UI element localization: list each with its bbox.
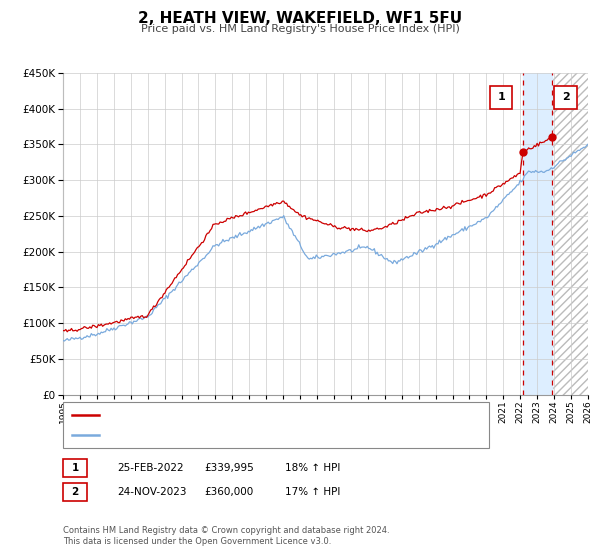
Text: 1: 1 — [71, 463, 79, 473]
Text: 2, HEATH VIEW, WAKEFIELD, WF1 5FU (detached house): 2, HEATH VIEW, WAKEFIELD, WF1 5FU (detac… — [105, 410, 380, 420]
Text: Price paid vs. HM Land Registry's House Price Index (HPI): Price paid vs. HM Land Registry's House … — [140, 24, 460, 34]
Text: 24-NOV-2023: 24-NOV-2023 — [117, 487, 187, 497]
Text: 17% ↑ HPI: 17% ↑ HPI — [285, 487, 340, 497]
Bar — [553, 73, 588, 395]
Text: Contains HM Land Registry data © Crown copyright and database right 2024.
This d: Contains HM Land Registry data © Crown c… — [63, 526, 389, 546]
Text: 18% ↑ HPI: 18% ↑ HPI — [285, 463, 340, 473]
Text: 2: 2 — [562, 92, 569, 102]
Text: £360,000: £360,000 — [204, 487, 253, 497]
Text: 1: 1 — [497, 92, 505, 102]
Text: HPI: Average price, detached house, Wakefield: HPI: Average price, detached house, Wake… — [105, 430, 333, 440]
Text: 25-FEB-2022: 25-FEB-2022 — [117, 463, 184, 473]
Text: 2, HEATH VIEW, WAKEFIELD, WF1 5FU: 2, HEATH VIEW, WAKEFIELD, WF1 5FU — [138, 11, 462, 26]
Text: 2: 2 — [71, 487, 79, 497]
Text: £339,995: £339,995 — [204, 463, 254, 473]
Bar — [523, 73, 553, 395]
